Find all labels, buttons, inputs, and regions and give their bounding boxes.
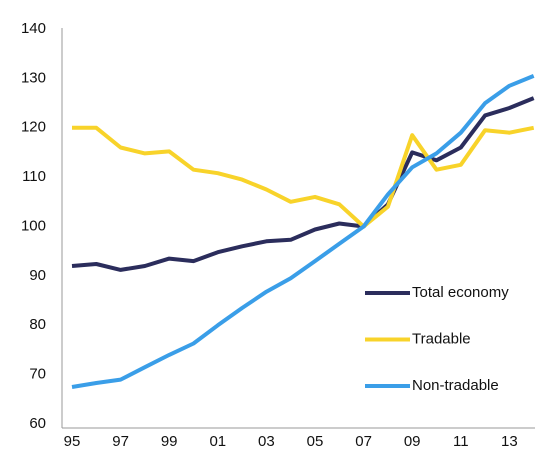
y-tick-label: 130: [21, 69, 46, 86]
legend-label: Total economy: [412, 284, 509, 301]
x-tick-label: 01: [209, 433, 226, 450]
y-tick-label: 120: [21, 119, 46, 136]
legend-label: Non-tradable: [412, 377, 499, 394]
y-tick-label: 90: [29, 267, 46, 284]
x-tick-label: 95: [64, 433, 81, 450]
x-tick-label: 05: [307, 433, 324, 450]
x-tick-label: 97: [112, 433, 129, 450]
data-line: [72, 125, 535, 229]
data-line: [71, 96, 535, 272]
y-tick-label: 80: [29, 316, 46, 333]
y-tick-label: 140: [21, 20, 46, 37]
y-tick-label: 110: [22, 168, 46, 185]
x-tick-label: 11: [453, 433, 469, 450]
legend-label: Tradable: [412, 330, 471, 347]
x-tick-label: 09: [404, 433, 421, 450]
x-tick-label: 03: [258, 433, 275, 450]
y-tick-label: 100: [21, 217, 46, 234]
y-tick-label: 70: [29, 366, 46, 383]
x-tick-label: 07: [355, 433, 372, 450]
data-line: [71, 74, 535, 389]
x-tick-label: 99: [161, 433, 178, 450]
y-tick-label: 60: [29, 415, 46, 432]
x-tick-label: 13: [501, 433, 518, 450]
